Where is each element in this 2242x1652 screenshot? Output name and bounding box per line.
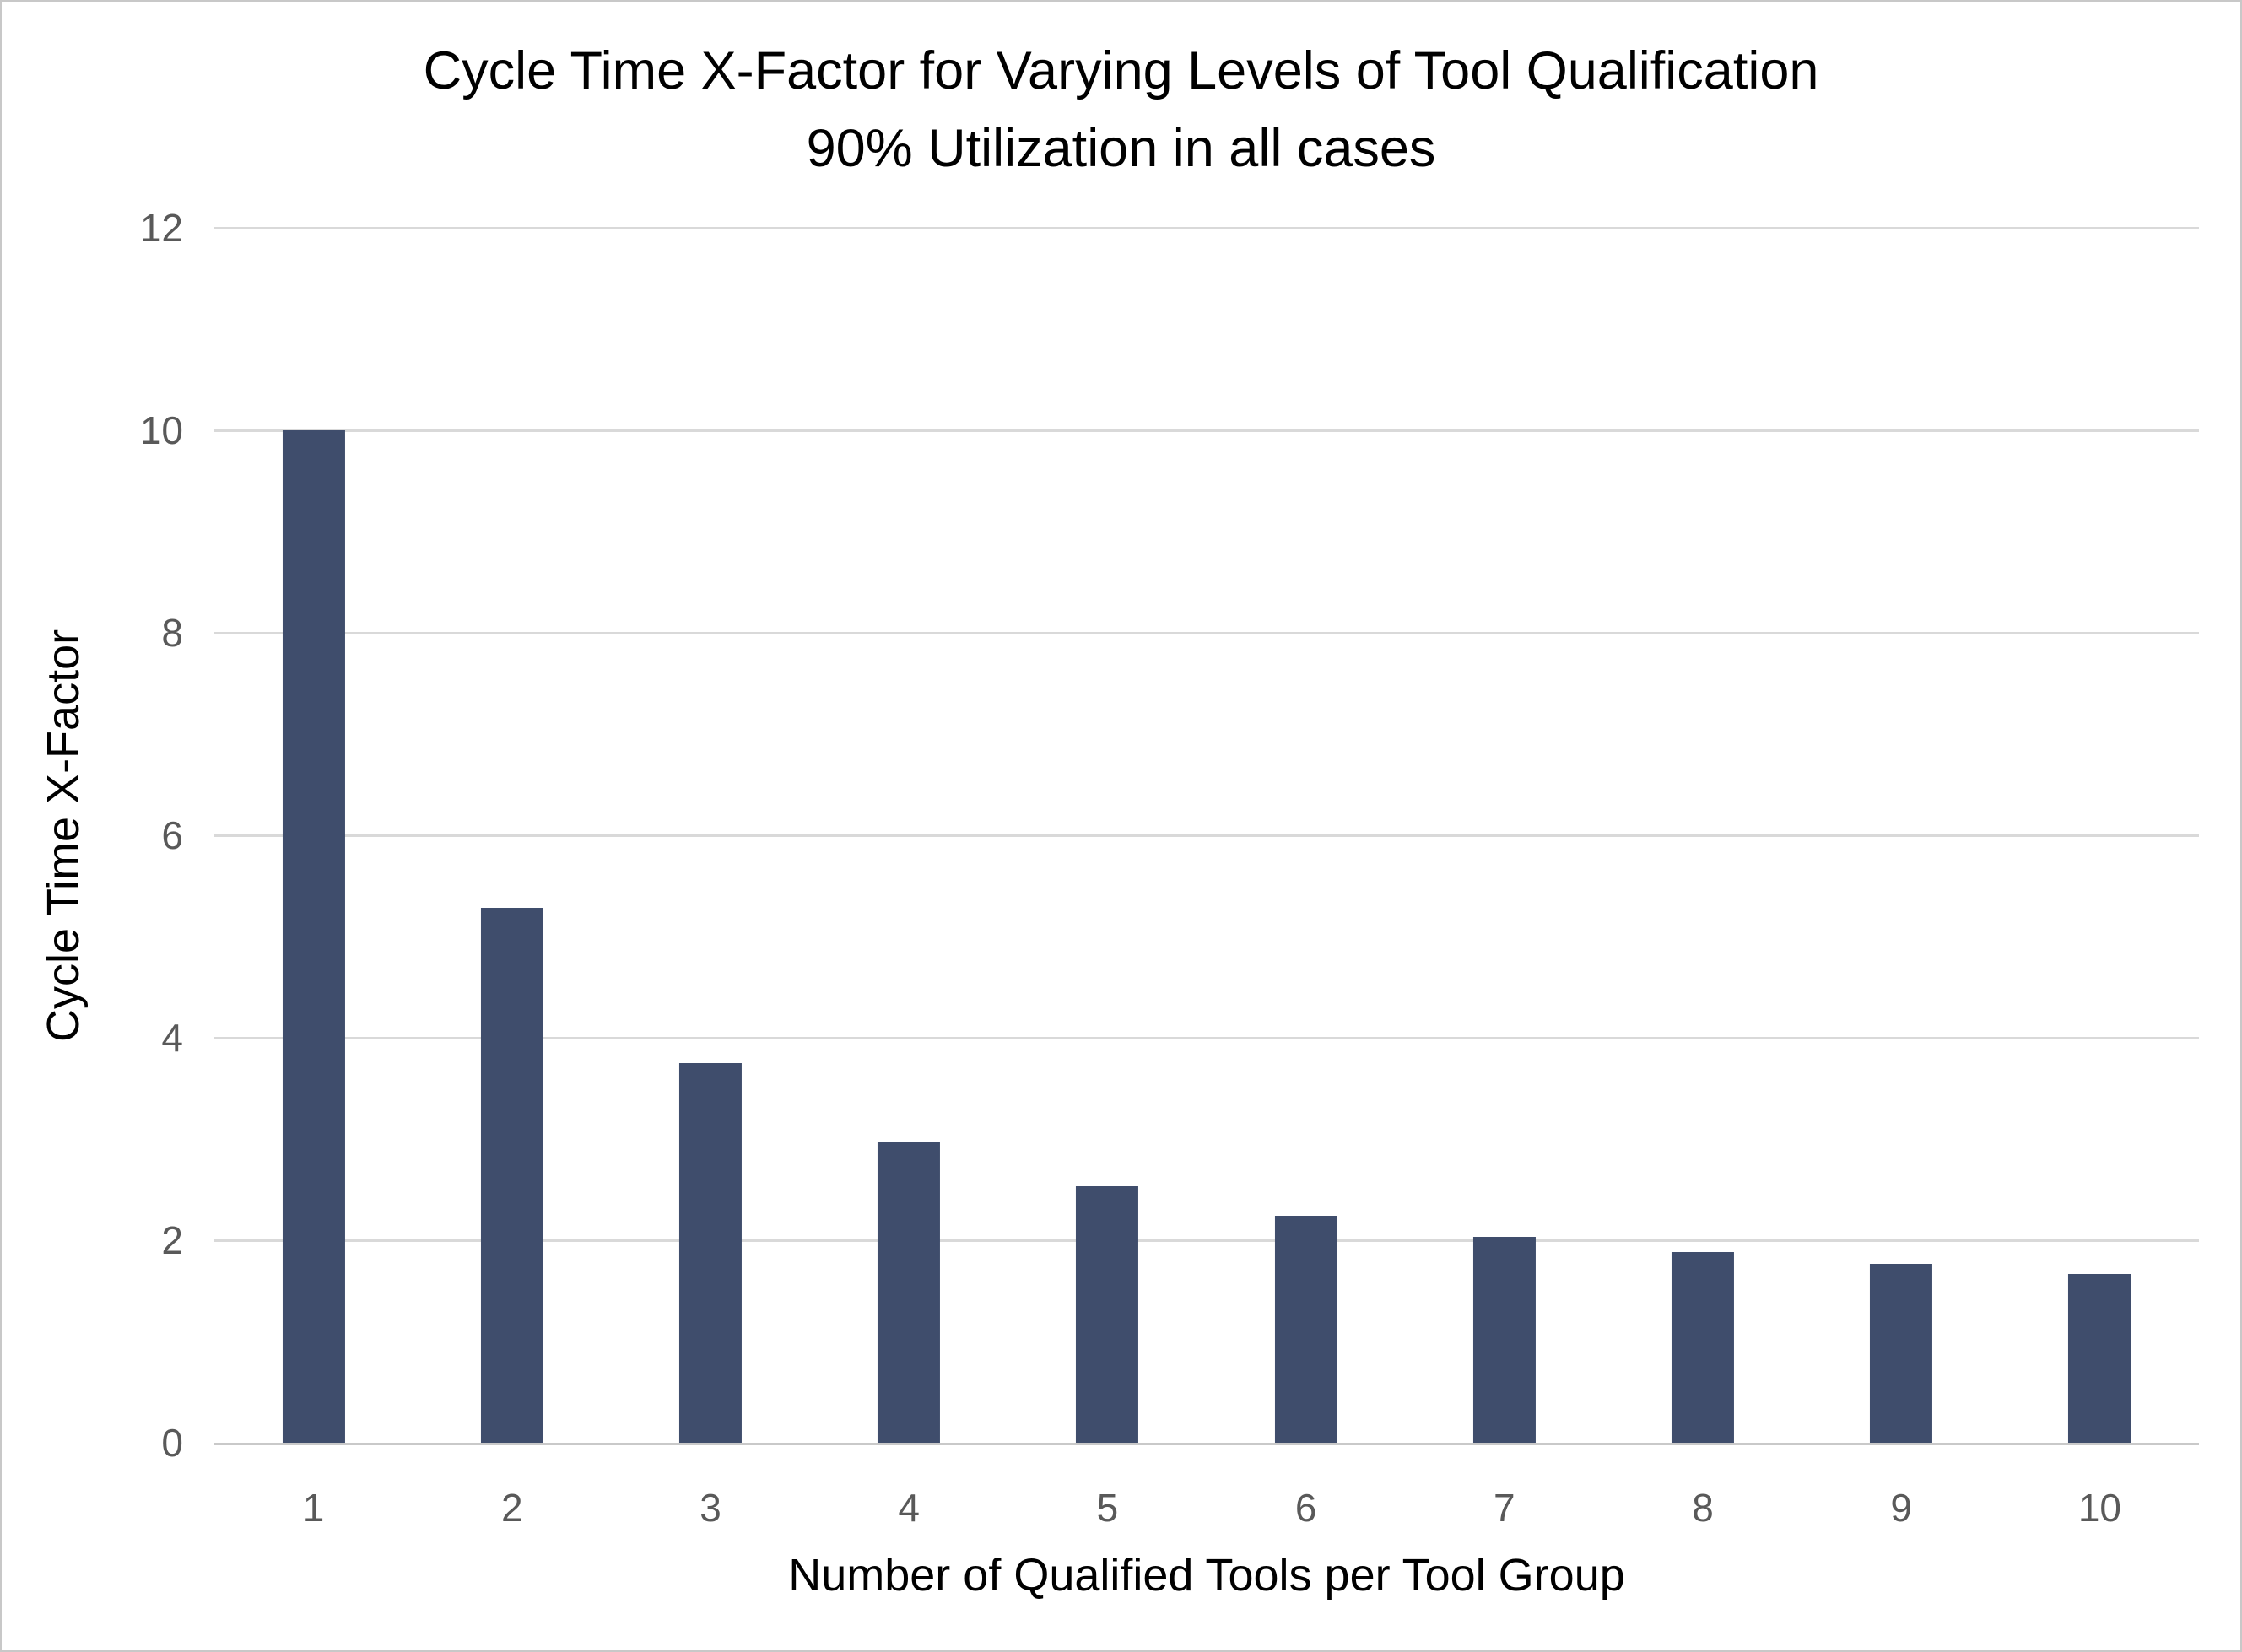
bar-category-cell — [1802, 228, 2001, 1443]
x-tick-label: 6 — [1294, 1486, 1317, 1530]
bar-category-cell — [1207, 228, 1405, 1443]
chart-title: Cycle Time X-Factor for Varying Levels o… — [2, 32, 2240, 187]
bar — [678, 1063, 743, 1443]
x-tick-label: 8 — [1692, 1486, 1714, 1530]
gridline — [214, 834, 2199, 837]
bar — [1472, 1237, 1536, 1443]
gridline — [214, 631, 2199, 634]
x-tick-label: 4 — [898, 1486, 920, 1530]
x-tick-label: 2 — [501, 1486, 523, 1530]
x-tick-label: 10 — [2077, 1486, 2122, 1530]
bar-series — [214, 228, 2199, 1443]
y-tick-label: 6 — [161, 813, 183, 857]
bar — [480, 908, 543, 1443]
bar-category-cell — [413, 228, 611, 1443]
bar-category-cell — [810, 228, 1008, 1443]
bar — [1076, 1186, 1139, 1443]
y-axis-tick-labels: 0 2 4 6 8 10 12 — [2, 206, 183, 1465]
x-axis-tick-labels: 1 2 3 4 5 6 7 8 9 10 — [214, 1468, 2199, 1547]
x-tick-label: 3 — [700, 1486, 721, 1530]
x-tick-label: 1 — [302, 1486, 325, 1530]
bar-category-cell — [611, 228, 809, 1443]
gridline — [214, 1239, 2199, 1242]
y-tick-label: 2 — [161, 1218, 183, 1262]
y-tick-label: 10 — [139, 408, 183, 452]
bar-category-cell — [2001, 228, 2199, 1443]
chart-title-line2: 90% Utilization in all cases — [806, 119, 1436, 178]
y-tick-label: 12 — [139, 206, 183, 250]
y-tick-label: 4 — [161, 1016, 183, 1060]
x-tick-label: 7 — [1494, 1486, 1515, 1530]
bar-category-cell — [1405, 228, 1603, 1443]
bar — [1274, 1216, 1337, 1443]
gridline — [214, 429, 2199, 432]
x-axis-title: Number of Qualified Tools per Tool Group — [788, 1550, 1625, 1601]
bar — [282, 430, 345, 1443]
x-tick-label: 5 — [1096, 1486, 1119, 1530]
y-tick-label: 0 — [161, 1421, 183, 1465]
y-tick-label: 8 — [161, 611, 183, 655]
bar-category-cell — [214, 228, 413, 1443]
bar — [878, 1142, 941, 1443]
x-tick-label: 9 — [1890, 1486, 1913, 1530]
bar-category-cell — [1008, 228, 1207, 1443]
gridline — [214, 1036, 2199, 1039]
bar — [2068, 1273, 2131, 1443]
bar-category-cell — [1603, 228, 1802, 1443]
chart-title-line1: Cycle Time X-Factor for Varying Levels o… — [423, 41, 1819, 100]
bar — [1870, 1263, 1933, 1443]
gridline — [214, 226, 2199, 229]
plot-area — [214, 226, 2199, 1445]
bar — [1671, 1252, 1735, 1443]
